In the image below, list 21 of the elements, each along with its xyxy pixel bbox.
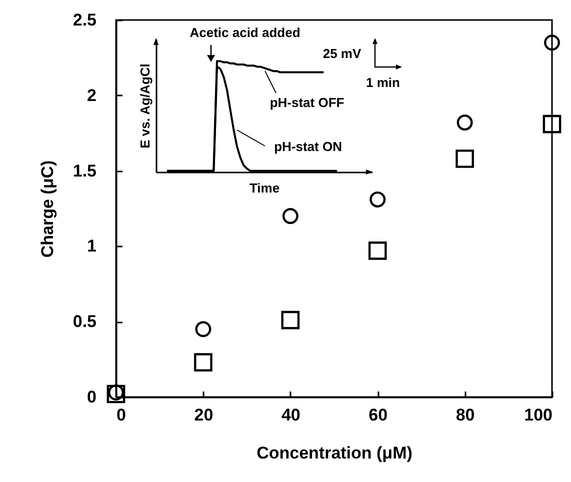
x-axis-title: Time — [249, 180, 280, 196]
x-axis-title: Concentration (μM) — [256, 444, 412, 462]
x-tick-label: 100 — [524, 406, 552, 424]
y-tick-label: 1 — [87, 236, 96, 256]
x-tick-label: 0 — [116, 406, 126, 424]
y-tick-label: 0.5 — [72, 312, 96, 332]
annotation: 1 min — [366, 75, 400, 90]
x-tick-label: 40 — [281, 406, 300, 424]
y-axis-title: Charge (μC) — [38, 160, 57, 258]
y-tick-label: 2.5 — [72, 10, 96, 30]
series-label: pH-stat OFF — [270, 95, 344, 110]
annotation: 25 mV — [322, 46, 362, 61]
y-tick-label: 1.5 — [72, 161, 96, 180]
x-tick-label: 20 — [194, 406, 214, 424]
legend-label: pH-stat ON — [274, 139, 342, 154]
x-tick-label: 60 — [368, 406, 388, 424]
x-tick-label: 80 — [456, 406, 475, 424]
y-axis-title: E vs. Ag/AgCl — [138, 64, 152, 148]
y-tick-label: 0 — [87, 388, 96, 406]
annotation: Acetic acid added — [190, 25, 300, 40]
y-tick-label: 2 — [87, 86, 96, 105]
